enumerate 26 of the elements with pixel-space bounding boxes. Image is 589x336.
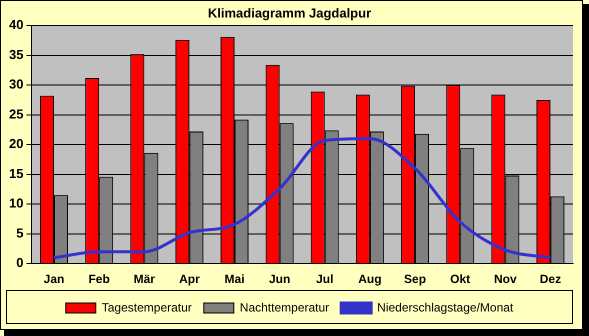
x-tick-label: Jan bbox=[44, 272, 64, 286]
y-tick-label: 25 bbox=[8, 106, 24, 122]
x-tick-label: Nov bbox=[494, 272, 517, 286]
legend-label: Nachttemperatur bbox=[240, 300, 330, 314]
y-tick-label: 5 bbox=[16, 225, 24, 240]
x-tick-label: Jun bbox=[268, 272, 290, 286]
x-tick-label: Mai bbox=[224, 272, 245, 286]
legend-label: Tagestemperatur bbox=[102, 300, 192, 314]
y-tick-label: 40 bbox=[8, 17, 24, 32]
x-tick-label: Aug bbox=[358, 272, 382, 286]
x-tick-label: Jul bbox=[316, 272, 334, 286]
x-tick-label: Apr bbox=[179, 272, 200, 286]
y-tick-label: 35 bbox=[8, 46, 24, 62]
chart-title: Klimadiagramm Jagdalpur bbox=[208, 5, 372, 20]
x-tick-label: Dez bbox=[540, 272, 562, 286]
y-tick-label: 15 bbox=[8, 166, 24, 181]
x-tick-label: Sep bbox=[404, 272, 426, 286]
y-tick-label: 30 bbox=[8, 76, 24, 92]
x-tick-label: Okt bbox=[450, 272, 470, 286]
x-tick-label: Feb bbox=[88, 272, 110, 286]
line-series bbox=[52, 137, 552, 260]
y-tick-label: 10 bbox=[8, 196, 24, 211]
x-tick-label: Mär bbox=[134, 272, 156, 286]
y-tick-label: 0 bbox=[16, 255, 24, 270]
y-tick-label: 20 bbox=[8, 136, 24, 152]
legend-label: Niederschlagstage/Monat bbox=[377, 300, 514, 314]
